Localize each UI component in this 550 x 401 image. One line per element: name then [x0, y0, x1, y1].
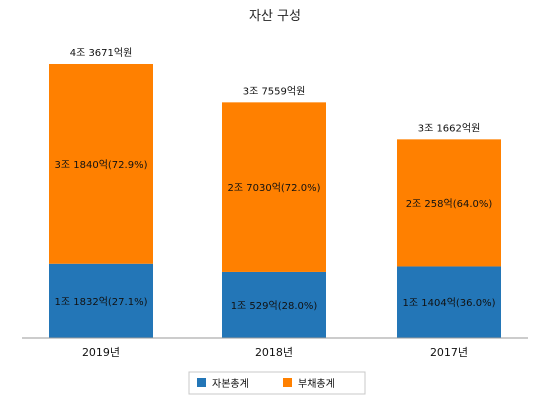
legend-swatch [283, 378, 292, 387]
segment-label: 1조 529억(28.0%) [231, 300, 318, 312]
segment-label: 1조 1404억(36.0%) [403, 297, 496, 309]
x-tick-label: 2017년 [430, 346, 468, 359]
bar-segment-liabilities-2 [397, 139, 501, 267]
x-tick-label: 2019년 [82, 346, 120, 359]
legend-box [188, 371, 366, 395]
total-label: 3조 1662억원 [418, 122, 481, 134]
legend-label: 부채총계 [298, 378, 335, 390]
bar-segment-liabilities-0 [49, 63, 153, 264]
segment-label: 2조 258억(64.0%) [406, 198, 493, 210]
x-tick-label: 2018년 [255, 346, 293, 359]
bar-segment-equity-1 [222, 271, 326, 338]
legend: 자본총계 부채총계 [188, 371, 366, 395]
segment-label: 1조 1832억(27.1%) [55, 296, 148, 308]
chart-title: 자산 구성 [249, 9, 301, 24]
bar-segment-equity-2 [397, 266, 501, 338]
legend-label: 자본총계 [212, 378, 249, 390]
total-label: 3조 7559억원 [243, 85, 306, 97]
bar-segment-liabilities-1 [222, 102, 326, 272]
bars-layer: 1조 1832억(27.1%) 3조 1840억(72.9%) 4조 3671억원 1… [49, 47, 501, 338]
total-label: 4조 3671억원 [70, 47, 133, 59]
segment-label: 3조 1840억(72.9%) [55, 159, 148, 171]
x-tick-labels: 2019년 2018년 2017년 [82, 346, 468, 359]
segment-label: 2조 7030억(72.0%) [228, 182, 321, 194]
legend-swatch [197, 378, 206, 387]
bar-segment-equity-0 [49, 263, 153, 338]
